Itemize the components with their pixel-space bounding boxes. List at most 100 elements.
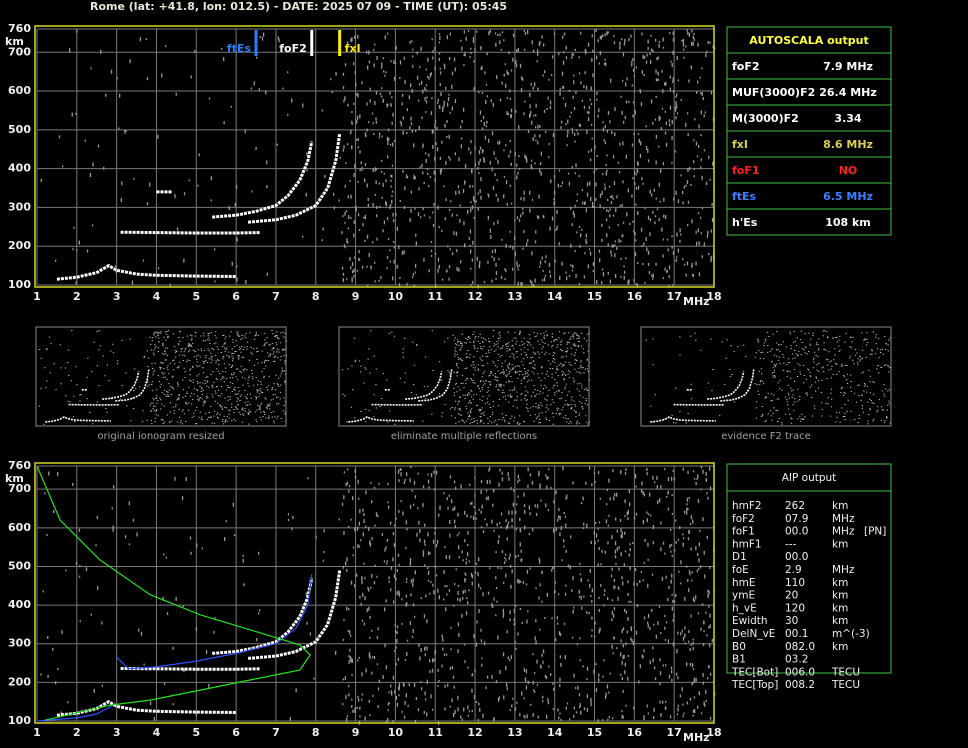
row-label: fxI — [732, 138, 748, 151]
x-tick-label: 5 — [192, 726, 200, 739]
x-tick-label: 7 — [272, 726, 280, 739]
aip-cell: Ewidth — [732, 615, 768, 627]
aip-cell: [PN] — [864, 526, 886, 538]
thumb-caption: evidence F2 trace — [721, 431, 811, 442]
noise — [40, 466, 716, 725]
row-label: h'Es — [732, 216, 758, 229]
trace — [56, 700, 237, 717]
aip-cell: km — [832, 602, 848, 614]
thumb-frame — [640, 326, 892, 427]
aip-cell: 30 — [785, 615, 798, 627]
aip-cell: --- — [785, 538, 797, 550]
row-value: 7.9 MHz — [823, 60, 873, 73]
x-tick-label: 10 — [388, 726, 404, 739]
aip-cell: TEC[Bot] — [731, 666, 778, 678]
x-tick-label: 15 — [587, 290, 602, 303]
aip-cell: km — [832, 615, 848, 627]
x-tick-label: 16 — [627, 290, 643, 303]
y-tick-label: 400 — [8, 598, 31, 611]
x-tick-label: 1 — [33, 726, 41, 739]
trace — [56, 264, 237, 281]
aip-title: AIP output — [782, 472, 837, 484]
thumb-frame — [338, 326, 590, 427]
row-value: 8.6 MHz — [823, 138, 873, 151]
row-value: 6.5 MHz — [823, 190, 873, 203]
thumb-caption: eliminate multiple reflections — [391, 431, 537, 442]
trace — [212, 577, 314, 655]
x-tick-label: 12 — [467, 726, 482, 739]
plot-frame — [34, 462, 715, 724]
aip-cell: km — [832, 500, 848, 512]
aip-cell: foF2 — [732, 513, 755, 525]
aip-cell: 2.9 — [785, 564, 802, 576]
x-tick-label: 14 — [547, 290, 563, 303]
y-tick-label: 700 — [8, 482, 31, 495]
x-tick-label: 5 — [192, 290, 200, 303]
row-label: foF2 — [732, 60, 760, 73]
aip-cell: km — [832, 538, 848, 550]
aip-cell: 07.9 — [785, 513, 808, 525]
aip-cell: h_vE — [732, 602, 757, 614]
aip-cell: hmF2 — [732, 500, 762, 512]
aip-cell: 008.2 — [785, 679, 815, 691]
y-tick-label: 100 — [8, 278, 31, 291]
noise — [341, 330, 591, 425]
x-tick-label: 10 — [388, 290, 404, 303]
y-tick-label: 200 — [8, 675, 31, 688]
aip-cell: B1 — [732, 654, 746, 666]
y-tick-label: 300 — [8, 637, 31, 650]
row-label: MUF(3000)F2 — [732, 86, 815, 99]
y-tick-label: 500 — [8, 123, 31, 136]
trace — [247, 133, 342, 224]
trace — [405, 371, 443, 400]
aip-cell: ymE — [732, 590, 755, 602]
aip-cell: MHz — [832, 526, 855, 538]
y-tick-label: 700 — [8, 45, 31, 58]
aip-cell: km — [832, 590, 848, 602]
y-tick-label: 500 — [8, 559, 31, 572]
aip-cell: m^(-3) — [832, 628, 870, 640]
trace — [102, 371, 140, 400]
trace — [720, 368, 755, 402]
aip-cell: 03.2 — [785, 654, 808, 666]
aip-cell: MHz — [832, 513, 855, 525]
x-tick-label: 6 — [232, 726, 240, 739]
aip-cell: TEC[Top] — [731, 679, 778, 691]
trace — [707, 371, 745, 400]
trace — [348, 416, 414, 423]
aip-cell: hmF1 — [732, 538, 762, 550]
x-tick-label: 7 — [272, 290, 280, 303]
autoscala-title: AUTOSCALA output — [749, 34, 868, 47]
aip-cell: D1 — [732, 551, 747, 563]
row-value: 108 km — [825, 216, 871, 229]
trace — [212, 141, 314, 219]
x-tick-label: 2 — [73, 290, 81, 303]
x-tick-label: 2 — [73, 726, 81, 739]
x-tick-label: 9 — [352, 290, 360, 303]
thumb-frame — [35, 326, 287, 427]
marker-label: foF2 — [279, 42, 307, 55]
trace — [36, 704, 113, 722]
aip-cell: MHz — [832, 564, 855, 576]
aip-cell: 00.0 — [785, 551, 808, 563]
aip-cell: 00.0 — [785, 526, 808, 538]
y-tick-label: 300 — [8, 200, 31, 213]
aip-box — [726, 463, 892, 674]
y-tick-label: 760 — [8, 459, 31, 472]
x-tick-label: 8 — [312, 726, 320, 739]
x-tick-label: 8 — [312, 290, 320, 303]
x-tick-label: 6 — [232, 290, 240, 303]
x-tick-label: 12 — [467, 290, 482, 303]
x-tick-label: 4 — [153, 290, 161, 303]
y-tick-label: 760 — [8, 22, 31, 35]
aip-cell: TECU — [831, 679, 860, 691]
noise — [38, 330, 288, 425]
y-unit: km — [5, 35, 24, 48]
trace — [36, 465, 311, 721]
aip-cell: foF1 — [732, 526, 755, 538]
x-tick-label: 11 — [428, 290, 443, 303]
x-tick-label: 17 — [667, 290, 682, 303]
y-tick-label: 400 — [8, 162, 31, 175]
trace — [247, 570, 342, 660]
aip-cell: 00.1 — [785, 628, 808, 640]
